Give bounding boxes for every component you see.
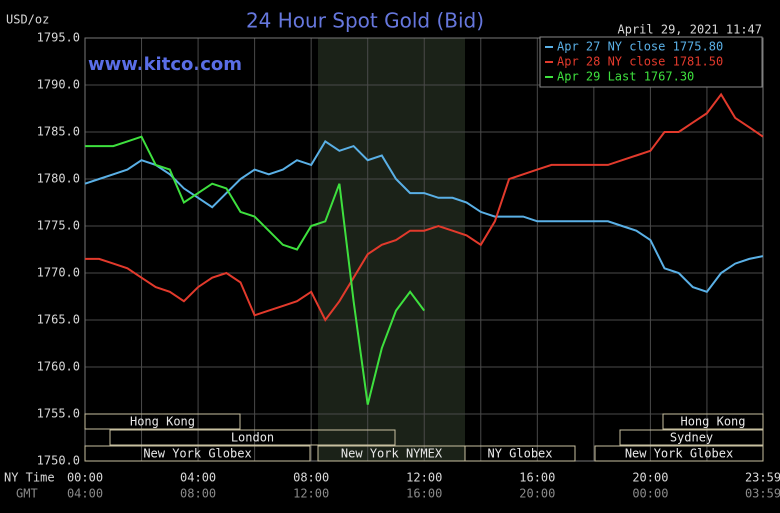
x2-tick-label: 00:00: [632, 487, 668, 501]
x2-axis-label: GMT: [16, 487, 38, 501]
y-tick-label: 1790.0: [37, 78, 80, 92]
y-tick-label: 1755.0: [37, 407, 80, 421]
session-label: London: [231, 431, 274, 445]
session-label: NY Globex: [487, 447, 552, 461]
session-box: [109, 429, 396, 446]
x2-tick-label: 20:00: [519, 487, 555, 501]
legend-label: Apr 27 NY close 1775.80: [557, 40, 723, 54]
y-tick-label: 1785.0: [37, 125, 80, 139]
session-box: [464, 445, 576, 462]
session-box: [84, 413, 241, 430]
y-tick-label: 1795.0: [37, 31, 80, 45]
session-label: New York NYMEX: [341, 447, 443, 461]
session-label: Sydney: [670, 431, 713, 445]
legend-label: Apr 29 Last 1767.30: [557, 70, 694, 84]
session-label: Hong Kong: [130, 415, 195, 429]
x-tick-label: 04:00: [180, 471, 216, 485]
watermark: www.kitco.com: [88, 54, 242, 75]
session-box: [84, 445, 311, 462]
y-tick-label: 1765.0: [37, 313, 80, 327]
y-tick-label: 1775.0: [37, 219, 80, 233]
y-axis-label: USD/oz: [6, 13, 49, 27]
x-tick-label: 16:00: [519, 471, 555, 485]
session-box: [594, 445, 764, 462]
x2-tick-label: 04:00: [67, 487, 103, 501]
session-box: [619, 429, 764, 446]
session-label: New York Globex: [625, 447, 733, 461]
series-line: [84, 139, 764, 293]
x-tick-label: 20:00: [632, 471, 668, 485]
x2-tick-label: 12:00: [293, 487, 329, 501]
y-tick-label: 1750.0: [37, 454, 80, 468]
legend-label: Apr 28 NY close 1781.50: [557, 55, 723, 69]
session-label: New York Globex: [143, 447, 251, 461]
series-line: [85, 92, 764, 322]
y-tick-label: 1770.0: [37, 266, 80, 280]
x-axis-label: NY Time: [4, 471, 55, 485]
x-tick-label: 08:00: [293, 471, 329, 485]
chart-title: 24 Hour Spot Gold (Bid): [246, 9, 484, 33]
x-tick-label: 00:00: [67, 471, 103, 485]
timestamp: April 29, 2021 11:47: [618, 23, 763, 37]
legend-box: [539, 36, 763, 88]
x2-tick-label: 08:00: [180, 487, 216, 501]
x-tick-label: 23:59: [745, 471, 780, 485]
session-shade: [318, 38, 465, 461]
x-tick-label: 12:00: [406, 471, 442, 485]
x2-tick-label: 16:00: [406, 487, 442, 501]
session-box: [662, 413, 764, 430]
session-label: Hong Kong: [680, 415, 745, 429]
x2-tick-label: 03:59: [745, 487, 780, 501]
series-line: [85, 135, 425, 405]
y-tick-label: 1780.0: [37, 172, 80, 186]
y-tick-label: 1760.0: [37, 360, 80, 374]
